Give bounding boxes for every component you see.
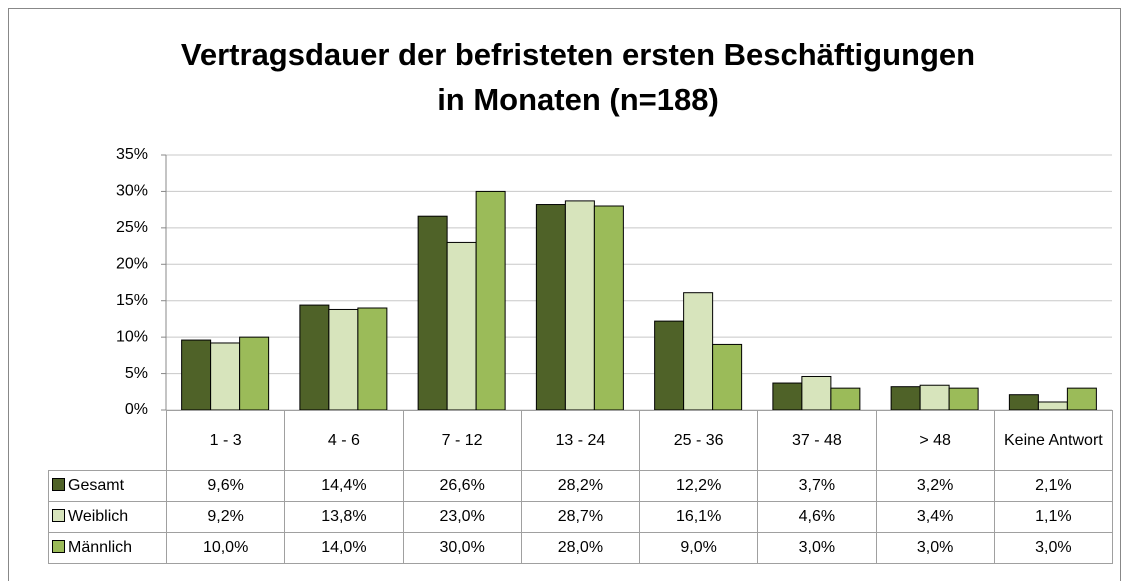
chart-title: Vertragsdauer der befristeten ersten Bes… (181, 37, 975, 72)
series-row: Weiblich 9,2% 13,8% 23,0% 28,7% 16,1% 4,6% 3,4%… (48, 501, 1114, 533)
value-label: 3,7% (757, 470, 877, 502)
bar (210, 342, 241, 411)
value-label: 10,0% (165, 532, 286, 564)
category-cell: Keine Antwort (993, 410, 1114, 471)
legend-label: Weiblich (68, 508, 129, 525)
value-label: 30,0% (402, 532, 522, 564)
y-tick-label: 25% (116, 219, 148, 236)
bar (593, 205, 624, 411)
legend-swatch (52, 540, 65, 553)
category-cell: > 48 (875, 410, 995, 471)
y-tick-label: 10% (116, 328, 148, 345)
bar (890, 386, 921, 411)
legend-label: Männlich (68, 539, 133, 556)
legend-swatch (52, 509, 65, 522)
category-cell: 7 - 12 (402, 410, 522, 471)
plot-area: 0% 5% 10% 15% 20% 25% 30% 35% (116, 146, 1112, 418)
bar (948, 387, 979, 411)
category-cell: 37 - 48 (757, 410, 877, 471)
series-row: Männlich 10,0% 14,0% 30,0% 28,0% 9,0% 3,0% 3,0%… (48, 532, 1114, 564)
legend-cell: Männlich (48, 532, 167, 564)
bar (830, 387, 861, 411)
bar (446, 241, 477, 411)
value-label: 3,2% (875, 470, 995, 502)
bar (1008, 394, 1039, 411)
bar (654, 320, 685, 411)
bar (772, 382, 803, 411)
value-label: 28,2% (520, 470, 641, 502)
bar (475, 190, 506, 411)
value-label: 26,6% (402, 470, 522, 502)
category-cell: 25 - 36 (638, 410, 759, 471)
bar (357, 307, 388, 411)
value-label: 23,0% (402, 501, 522, 533)
bar (801, 375, 832, 411)
chart-subtitle: in Monaten (n=188) (437, 82, 719, 117)
blank-cell (49, 411, 167, 471)
value-label: 13,8% (284, 501, 404, 533)
bar (1037, 401, 1068, 411)
bar (1066, 387, 1097, 411)
bar (683, 292, 714, 411)
legend-swatch (52, 478, 65, 491)
y-tick-label: 0% (125, 401, 148, 418)
value-label: 12,2% (638, 470, 759, 502)
category-cell: 13 - 24 (520, 410, 641, 471)
y-tick-label: 30% (116, 183, 148, 200)
bar (919, 384, 950, 411)
bar (417, 215, 448, 411)
value-label: 2,1% (993, 470, 1114, 502)
series-row: Gesamt 9,6% 14,4% 26,6% 28,2% 12,2% 3,7% 3,2% 2,… (48, 470, 1114, 502)
value-label: 4,6% (757, 501, 877, 533)
value-label: 3,4% (875, 501, 995, 533)
bar (564, 200, 595, 411)
bar (299, 304, 330, 411)
value-label: 3,0% (993, 532, 1114, 564)
value-label: 9,0% (638, 532, 759, 564)
value-label: 9,2% (165, 501, 286, 533)
y-tick-label: 5% (125, 365, 148, 382)
legend-cell: Weiblich (48, 501, 167, 533)
bar (181, 339, 212, 411)
value-label: 3,0% (757, 532, 877, 564)
bar (328, 308, 359, 411)
y-tick-label: 15% (116, 292, 148, 309)
bar (535, 204, 566, 411)
chart-border (8, 8, 1121, 581)
legend-label: Gesamt (68, 477, 125, 494)
legend-cell: Gesamt (48, 470, 167, 502)
y-tick-label: 35% (116, 146, 148, 163)
value-label: 3,0% (875, 532, 995, 564)
value-label: 14,0% (284, 532, 404, 564)
value-label: 14,4% (284, 470, 404, 502)
bar (712, 343, 743, 411)
value-label: 28,0% (520, 532, 641, 564)
value-label: 1,1% (993, 501, 1114, 533)
bar (239, 336, 270, 411)
category-cell: 4 - 6 (284, 410, 404, 471)
value-label: 16,1% (638, 501, 759, 533)
category-cell: 1 - 3 (165, 410, 286, 471)
value-label: 28,7% (520, 501, 641, 533)
value-label: 9,6% (165, 470, 286, 502)
y-tick-label: 20% (116, 256, 148, 273)
